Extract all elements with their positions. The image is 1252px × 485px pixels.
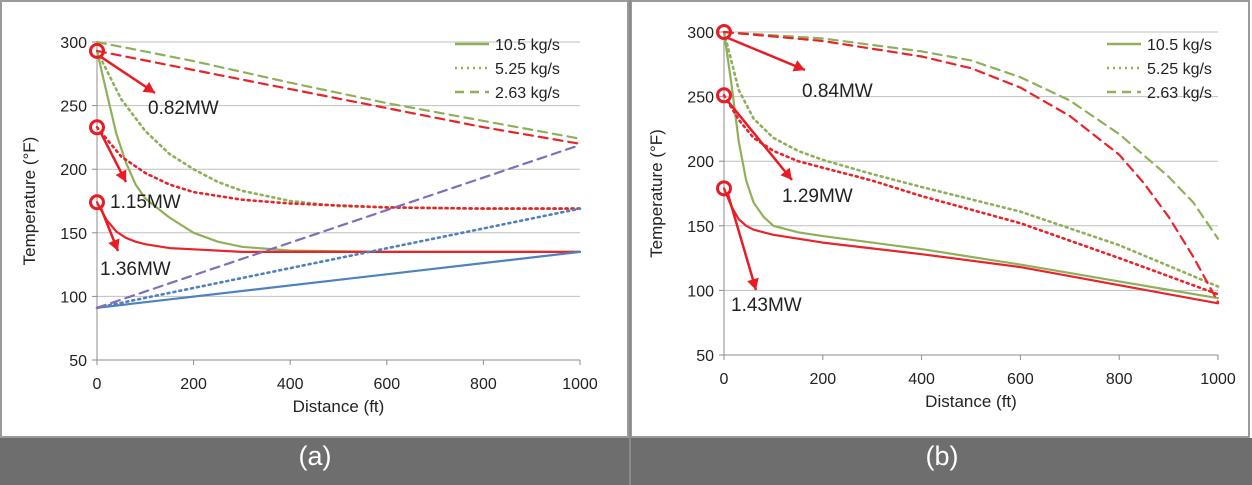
x-axis-title: Distance (ft) [293, 397, 385, 416]
y-tick-label: 250 [60, 99, 87, 116]
series-line [722, 94, 1220, 296]
y-axis-title: Temperature (°F) [647, 129, 666, 258]
x-tick-label: 1000 [1200, 371, 1236, 388]
annotation-circle [89, 42, 105, 59]
x-tick-label: 600 [373, 376, 400, 393]
legend-label: 10.5 kg/s [1147, 37, 1212, 54]
series-line [95, 49, 582, 253]
legend-label: 2.63 kg/s [495, 85, 560, 102]
annotation-label: 1.15MW [110, 192, 181, 213]
x-tick-label: 800 [1106, 371, 1133, 388]
x-tick-label: 400 [277, 376, 304, 393]
panel-border [0, 0, 629, 438]
annotation-circle [716, 180, 732, 197]
annotation-label: 1.36MW [100, 259, 171, 280]
annotation-circle [89, 119, 105, 136]
annotation-arrowhead [780, 167, 792, 180]
x-tick-label: 0 [720, 371, 729, 388]
annotation-circle [716, 24, 732, 40]
x-tick-label: 400 [908, 371, 935, 388]
panel-divider [629, 0, 631, 485]
legend-label: 5.25 kg/s [495, 61, 560, 78]
x-tick-label: 200 [180, 376, 207, 393]
y-tick-label: 50 [696, 348, 714, 365]
annotation-circle [716, 87, 732, 104]
annotation-arrowhead [747, 277, 759, 290]
x-tick-label: 600 [1007, 371, 1034, 388]
caption-b: (b) [925, 441, 959, 471]
panels-area: 50 100 150 200 250 300 0 200 400 600 800 1000 Distan… [0, 0, 1252, 438]
series-line [722, 187, 1220, 305]
series-line [722, 30, 1220, 240]
series-line [95, 40, 582, 140]
y-tick-label: 100 [60, 289, 87, 306]
annotation-label: 0.82MW [148, 98, 219, 119]
y-tick-label: 150 [687, 219, 714, 236]
series-line [95, 143, 582, 309]
legend-label: 2.63 kg/s [1147, 85, 1212, 102]
series-line [722, 30, 1220, 288]
series-line [95, 201, 582, 253]
y-tick-label: 200 [687, 154, 714, 171]
x-tick-label: 1000 [562, 376, 598, 393]
annotation-arrow [727, 100, 793, 181]
y-tick-label: 50 [69, 353, 87, 370]
legend-label: 5.25 kg/s [1147, 61, 1212, 78]
caption-a: (a) [298, 441, 332, 471]
series-line [95, 125, 582, 210]
annotation-arrowhead [792, 60, 805, 72]
panel-border [630, 0, 1250, 438]
annotation-arrowhead [142, 81, 155, 93]
chart-a: 50 100 150 200 250 300 0 200 400 600 800 1000 Distan… [0, 0, 629, 438]
y-tick-label: 300 [60, 35, 87, 52]
annotation-label: 0.84MW [802, 81, 873, 102]
y-tick-label: 150 [60, 226, 87, 243]
y-tick-label: 300 [687, 25, 714, 42]
annotation-arrowhead [115, 169, 127, 182]
series-line [95, 49, 582, 145]
annotation-circle [89, 194, 105, 211]
x-tick-label: 200 [809, 371, 836, 388]
x-tick-label: 800 [470, 376, 497, 393]
series-line [722, 30, 1220, 304]
series-line [722, 30, 1220, 300]
legend-label: 10.5 kg/s [495, 37, 560, 54]
y-axis-title: Temperature (°F) [20, 137, 39, 266]
y-tick-label: 200 [60, 162, 87, 179]
annotation-label: 1.29MW [782, 186, 853, 207]
annotation-arrowhead [108, 238, 120, 251]
annotation-label: 1.43MW [731, 295, 802, 316]
series-line [95, 250, 582, 309]
y-tick-label: 100 [687, 283, 714, 300]
annotation-arrow [726, 193, 758, 291]
y-tick-label: 250 [687, 90, 714, 107]
series-line [95, 207, 582, 310]
x-axis-title: Distance (ft) [925, 392, 1017, 411]
chart-b: 50 100 150 200 250 300 0 200 400 600 800 1000 Distan… [630, 0, 1250, 438]
x-tick-label: 0 [93, 376, 102, 393]
annotation-arrow [727, 36, 806, 72]
